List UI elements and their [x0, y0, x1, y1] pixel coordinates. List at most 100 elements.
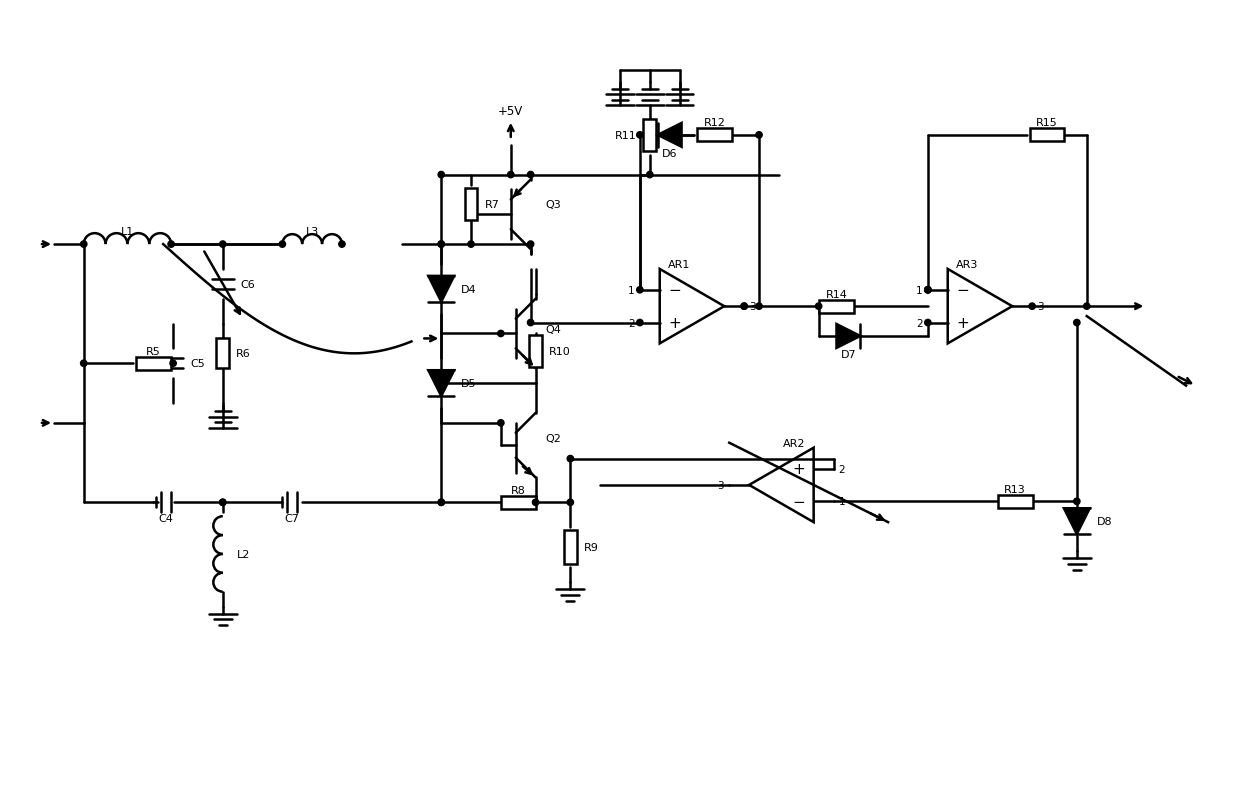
Text: R13: R13	[1004, 484, 1027, 495]
Text: R9: R9	[584, 542, 599, 552]
Text: AR1: AR1	[667, 259, 689, 270]
Circle shape	[507, 172, 513, 178]
Circle shape	[438, 172, 444, 178]
Text: +: +	[956, 316, 970, 331]
Polygon shape	[1064, 508, 1090, 535]
Text: D8: D8	[1096, 516, 1112, 527]
Text: −: −	[956, 283, 970, 298]
Text: R10: R10	[549, 347, 570, 357]
Circle shape	[438, 381, 444, 387]
Text: R12: R12	[703, 118, 725, 128]
Circle shape	[1084, 304, 1090, 310]
Text: AR3: AR3	[956, 259, 978, 270]
Polygon shape	[657, 124, 682, 148]
Circle shape	[925, 287, 931, 294]
Circle shape	[497, 420, 503, 426]
Text: Q2: Q2	[546, 433, 562, 443]
Text: 1: 1	[838, 497, 846, 507]
Text: L2: L2	[237, 549, 250, 559]
Circle shape	[219, 499, 226, 506]
Bar	[644, 120, 656, 152]
Polygon shape	[837, 324, 861, 349]
Text: R6: R6	[236, 349, 250, 359]
Text: Q4: Q4	[546, 324, 562, 334]
Text: L1: L1	[120, 227, 134, 237]
Text: 1: 1	[916, 285, 923, 296]
Circle shape	[527, 242, 533, 248]
Text: D6: D6	[662, 149, 677, 158]
Text: 2: 2	[838, 464, 846, 474]
Bar	[564, 530, 577, 565]
Circle shape	[636, 287, 644, 294]
Circle shape	[567, 499, 574, 506]
Text: D7: D7	[841, 349, 857, 360]
Circle shape	[467, 242, 474, 248]
Circle shape	[1074, 320, 1080, 326]
Bar	[501, 496, 536, 509]
Text: C4: C4	[159, 514, 174, 524]
Circle shape	[1074, 499, 1080, 505]
Text: D4: D4	[461, 284, 476, 295]
Text: 3: 3	[1037, 302, 1044, 312]
Text: R14: R14	[826, 289, 847, 300]
Text: Q3: Q3	[546, 200, 562, 210]
Polygon shape	[660, 270, 724, 344]
Polygon shape	[428, 276, 454, 302]
Circle shape	[925, 287, 931, 294]
Bar	[529, 336, 542, 368]
Text: 2: 2	[629, 318, 635, 328]
Circle shape	[219, 499, 226, 506]
Bar	[465, 190, 477, 221]
Circle shape	[438, 242, 444, 248]
Text: D5: D5	[461, 379, 476, 389]
Text: +5V: +5V	[498, 104, 523, 117]
Text: 2: 2	[916, 318, 923, 328]
Polygon shape	[749, 448, 813, 523]
Circle shape	[167, 242, 175, 248]
Circle shape	[81, 242, 87, 248]
Text: R15: R15	[1037, 118, 1058, 128]
Text: C7: C7	[285, 514, 300, 524]
Text: +: +	[792, 462, 805, 476]
Circle shape	[925, 320, 931, 326]
Circle shape	[742, 304, 748, 310]
Text: AR2: AR2	[784, 438, 806, 448]
Bar	[998, 495, 1033, 508]
Circle shape	[742, 304, 748, 310]
Circle shape	[636, 320, 644, 326]
Bar	[216, 339, 229, 369]
Circle shape	[567, 456, 574, 463]
Circle shape	[925, 287, 931, 294]
Circle shape	[527, 172, 533, 178]
Circle shape	[527, 320, 533, 326]
Text: R11: R11	[615, 131, 636, 141]
Text: −: −	[668, 283, 682, 298]
Circle shape	[1029, 304, 1035, 310]
Circle shape	[756, 304, 763, 310]
Circle shape	[816, 304, 822, 310]
Circle shape	[438, 499, 444, 506]
Circle shape	[756, 132, 763, 139]
Bar	[1029, 129, 1064, 142]
Circle shape	[170, 361, 176, 367]
Polygon shape	[947, 270, 1012, 344]
Text: C6: C6	[241, 279, 255, 289]
Bar	[697, 129, 732, 142]
Text: R5: R5	[146, 346, 161, 357]
Text: 3: 3	[718, 480, 724, 491]
Text: +: +	[668, 316, 682, 331]
Text: C5: C5	[190, 359, 205, 369]
Circle shape	[636, 132, 644, 139]
Text: R8: R8	[511, 485, 526, 495]
Polygon shape	[428, 371, 454, 397]
Circle shape	[497, 331, 503, 337]
Bar	[820, 300, 854, 313]
Circle shape	[646, 172, 653, 178]
Text: −: −	[792, 494, 805, 509]
Circle shape	[219, 242, 226, 248]
Text: 3: 3	[749, 302, 755, 312]
Circle shape	[532, 499, 538, 506]
Text: 1: 1	[629, 285, 635, 296]
Circle shape	[339, 242, 345, 248]
Text: L3: L3	[305, 227, 319, 237]
